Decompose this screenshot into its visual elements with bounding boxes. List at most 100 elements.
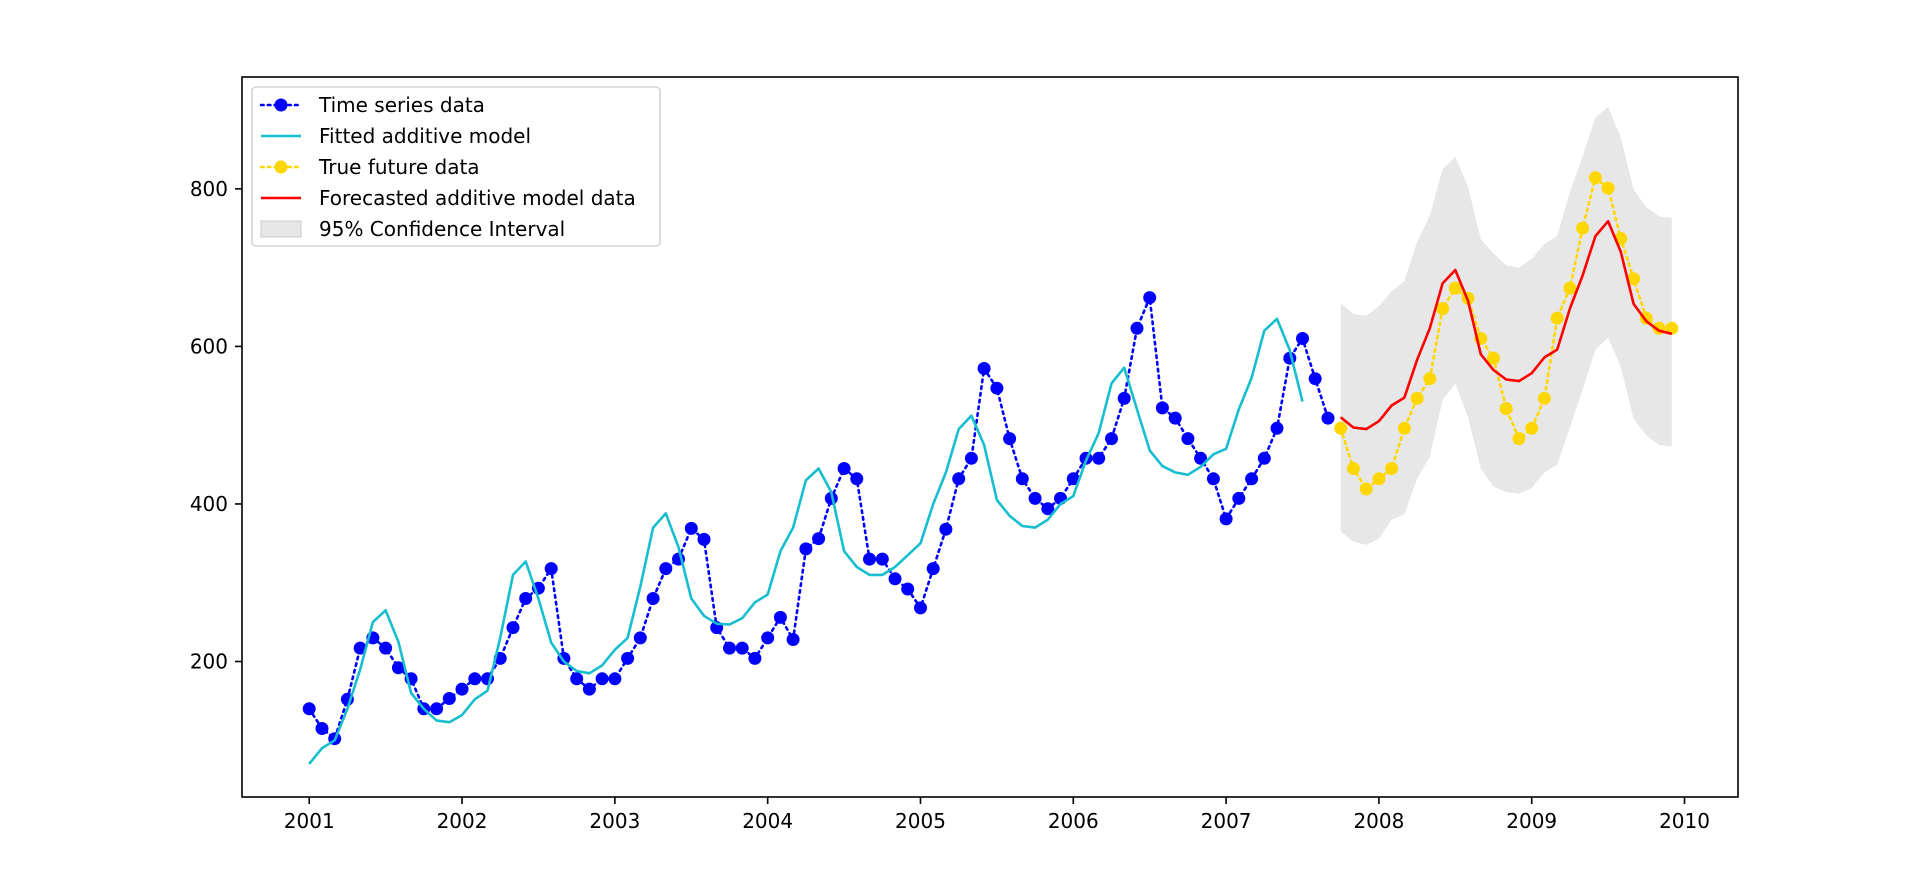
observed-point xyxy=(850,472,864,486)
legend-item: Forecasted additive model data xyxy=(261,186,636,210)
legend-marker xyxy=(274,98,288,112)
future-point xyxy=(1397,421,1411,435)
observed-point xyxy=(1232,491,1246,505)
observed-point xyxy=(455,682,469,696)
future-point xyxy=(1576,221,1590,235)
x-tick-label: 2001 xyxy=(284,809,335,833)
legend-item: Time series data xyxy=(259,93,485,117)
x-tick-label: 2004 xyxy=(742,809,793,833)
observed-point xyxy=(379,641,393,655)
legend-label: True future data xyxy=(318,155,480,179)
x-tick-label: 2005 xyxy=(895,809,946,833)
observed-point xyxy=(837,462,851,475)
future-point xyxy=(1588,171,1602,185)
observed-point xyxy=(799,542,813,556)
x-tick-label: 2006 xyxy=(1048,809,1099,833)
observed-point xyxy=(926,562,940,576)
observed-point xyxy=(1066,472,1080,486)
observed-point xyxy=(442,692,456,705)
observed-point xyxy=(1308,372,1322,386)
observed-point xyxy=(1041,502,1055,516)
observed-point xyxy=(302,702,316,716)
observed-point xyxy=(786,633,800,646)
observed-point xyxy=(1181,432,1195,446)
observed-point xyxy=(990,381,1004,395)
observed-point xyxy=(646,592,660,605)
observed-point xyxy=(430,702,444,716)
observed-point xyxy=(1270,421,1284,435)
x-tick-label: 2009 xyxy=(1506,809,1557,833)
future-point xyxy=(1487,351,1500,365)
observed-point xyxy=(506,621,520,635)
future-point xyxy=(1423,372,1437,386)
future-point xyxy=(1372,472,1386,486)
legend: Time series data Fitted additive model Tru… xyxy=(251,86,661,247)
x-tick-label: 2002 xyxy=(437,809,488,833)
observed-point xyxy=(952,472,966,486)
observed-point xyxy=(544,562,558,576)
y-tick-label: 800 xyxy=(190,177,228,201)
legend-item: True future data xyxy=(259,155,480,179)
legend-label: Forecasted additive model data xyxy=(319,186,636,210)
observed-point xyxy=(1296,332,1309,345)
observed-point xyxy=(353,641,367,655)
observed-point xyxy=(977,362,991,375)
observed-point xyxy=(773,610,787,624)
x-tick-label: 2007 xyxy=(1201,809,1252,833)
observed-point xyxy=(1168,411,1182,425)
observed-point xyxy=(315,722,329,735)
observed-point xyxy=(1206,472,1220,486)
x-tick-label: 2008 xyxy=(1353,809,1404,833)
legend-label: Fitted additive model xyxy=(319,124,531,148)
legend-box xyxy=(251,86,661,247)
future-point xyxy=(1359,482,1373,496)
legend-item: Fitted additive model xyxy=(261,124,531,148)
observed-point xyxy=(684,521,698,535)
future-point xyxy=(1537,391,1551,405)
future-point xyxy=(1334,421,1348,435)
observed-point xyxy=(1003,432,1017,446)
legend-label: 95% Confidence Interval xyxy=(319,217,565,241)
observed-point xyxy=(595,672,609,686)
confidence-interval-layer xyxy=(1340,106,1672,545)
observed-point xyxy=(888,572,902,586)
future-point xyxy=(1346,462,1360,475)
observed-point xyxy=(1105,432,1118,446)
series-layer xyxy=(302,171,1679,765)
future-point xyxy=(1665,321,1679,335)
observed-point xyxy=(621,651,635,665)
confidence-interval-band xyxy=(1340,106,1672,545)
observed-point xyxy=(875,552,889,566)
axes-layer: 2001 2002 2003 2004 2005 2006 2007 2008 2009 2010… xyxy=(190,76,1739,833)
observed-point xyxy=(1092,451,1106,465)
observed-point xyxy=(748,651,762,665)
observed-point xyxy=(735,641,749,655)
legend-item: 95% Confidence Interval xyxy=(260,217,565,241)
future-point xyxy=(1627,272,1641,286)
observed-point xyxy=(1130,321,1144,335)
observed-point xyxy=(519,592,533,605)
observed-point xyxy=(901,582,915,596)
fitted-model-line xyxy=(308,317,1304,765)
observed-point xyxy=(391,661,405,675)
observed-point xyxy=(468,672,482,686)
observed-point xyxy=(964,451,978,465)
legend-label: Time series data xyxy=(318,93,485,117)
future-point xyxy=(1525,421,1539,435)
x-tick-label: 2003 xyxy=(589,809,640,833)
future-point xyxy=(1448,281,1462,295)
future-point xyxy=(1410,391,1424,405)
observed-point xyxy=(1028,491,1042,505)
future-point xyxy=(1563,281,1577,295)
observed-point xyxy=(1194,451,1208,465)
observed-point xyxy=(633,631,647,645)
observed-point xyxy=(1219,512,1233,526)
legend-swatch xyxy=(260,220,302,238)
observed-point xyxy=(914,601,927,615)
future-point xyxy=(1550,311,1564,325)
observed-point xyxy=(1155,401,1169,415)
observed-point xyxy=(1245,472,1259,486)
future-series-line xyxy=(1339,175,1674,491)
observed-point xyxy=(1117,391,1131,405)
